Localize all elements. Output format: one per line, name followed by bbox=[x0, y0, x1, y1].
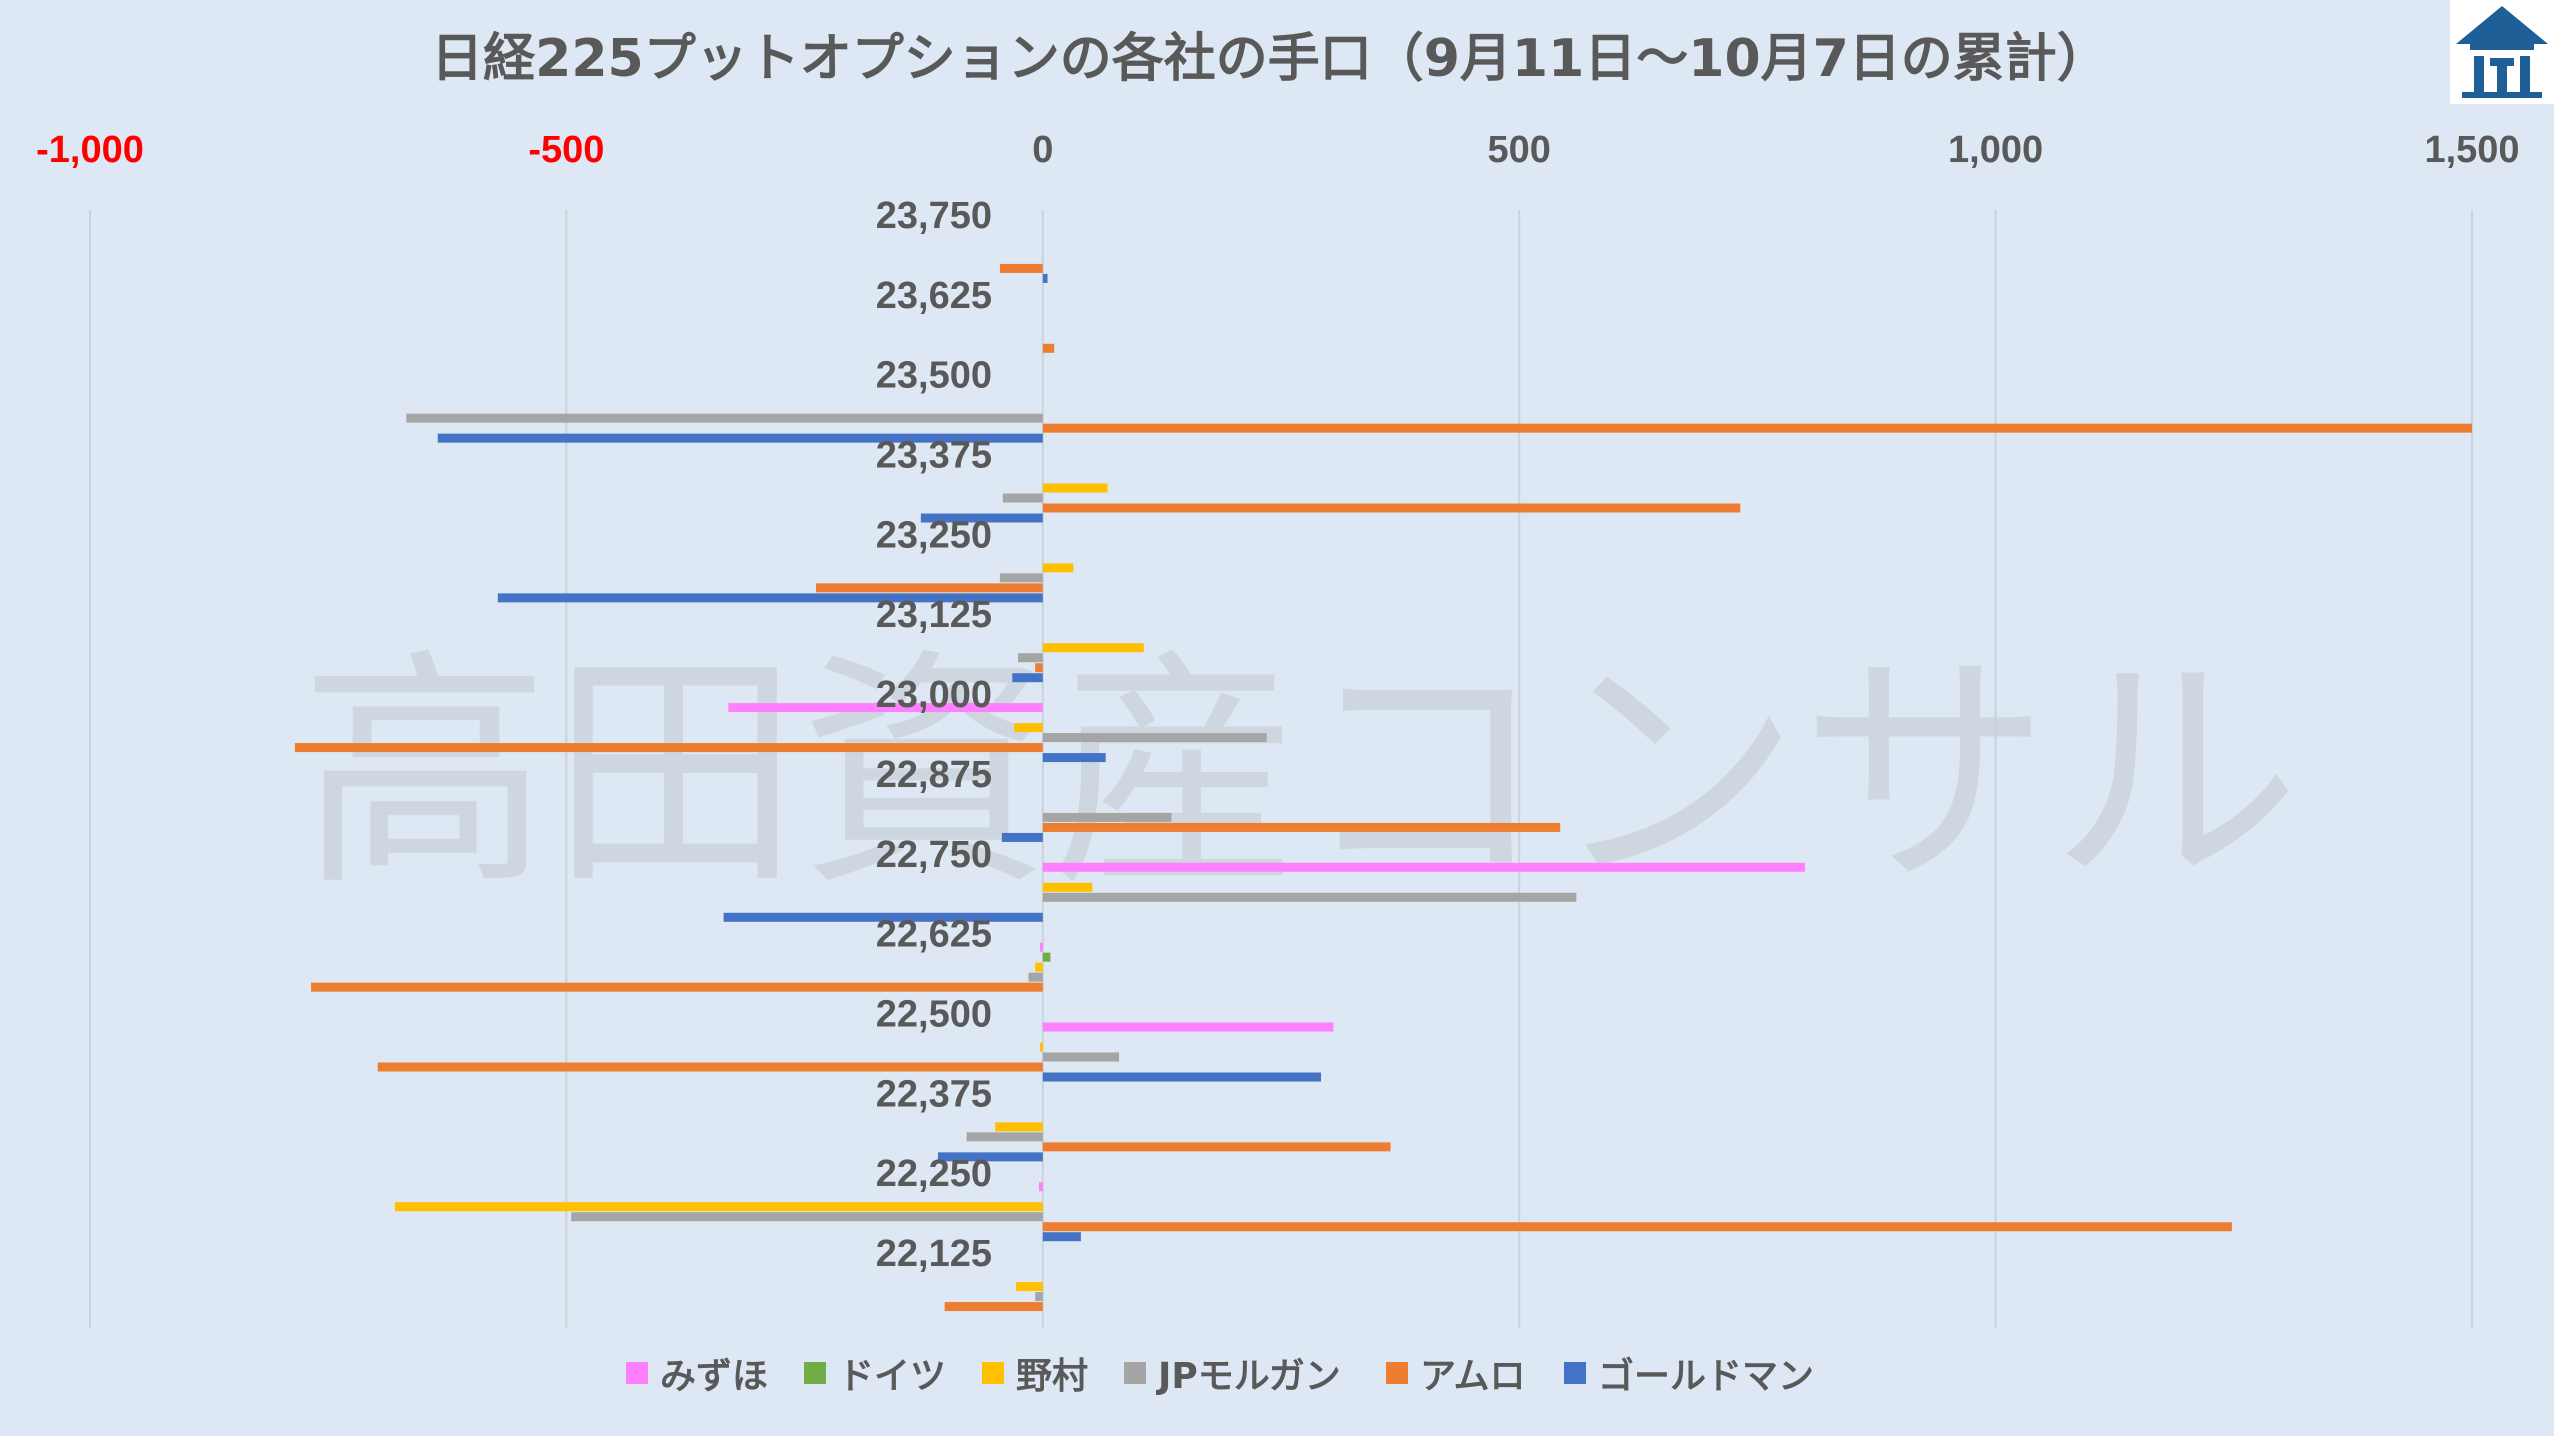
legend-swatch bbox=[626, 1362, 648, 1384]
bar bbox=[1018, 653, 1043, 663]
watermark: 高田資産コンサル bbox=[300, 628, 2300, 919]
category-label: 23,250 bbox=[876, 514, 992, 556]
category-label: 22,875 bbox=[876, 754, 992, 796]
category-label: 22,375 bbox=[876, 1073, 992, 1115]
legend-swatch bbox=[1564, 1362, 1586, 1384]
bar bbox=[966, 1132, 1043, 1142]
bar bbox=[1014, 723, 1043, 733]
legend: みずほ ドイツ 野村 JPモルガン アムロ ゴールドマン bbox=[626, 1355, 1814, 1397]
bar bbox=[1042, 862, 1806, 872]
bar bbox=[1042, 343, 1055, 353]
bar bbox=[723, 912, 1043, 922]
x-tick-label: 1,500 bbox=[2424, 129, 2519, 171]
x-tick-label: -500 bbox=[528, 129, 604, 171]
bar bbox=[1016, 1282, 1043, 1292]
gridlines bbox=[89, 210, 2473, 1328]
bar bbox=[1042, 1222, 2232, 1232]
bar bbox=[497, 593, 1043, 603]
x-tick-label: 500 bbox=[1487, 129, 1550, 171]
chart-title: 日経225プットオプションの各社の手口（9月11日〜10月7日の累計） bbox=[431, 29, 2109, 89]
bar bbox=[377, 1062, 1043, 1072]
category-label: 22,500 bbox=[876, 994, 992, 1036]
bar bbox=[1042, 1072, 1322, 1082]
bar bbox=[1042, 1052, 1120, 1062]
category-label: 22,125 bbox=[876, 1233, 992, 1275]
bar bbox=[1042, 1232, 1081, 1242]
legend-label: ドイツ bbox=[838, 1356, 946, 1397]
bar bbox=[937, 1152, 1043, 1162]
x-tick-label: -1,000 bbox=[36, 129, 144, 171]
legend-swatch bbox=[1124, 1362, 1146, 1384]
bar bbox=[1042, 503, 1741, 513]
category-label: 23,625 bbox=[876, 275, 992, 317]
house-icon bbox=[2456, 6, 2548, 98]
bar bbox=[1042, 1022, 1334, 1032]
bar bbox=[1042, 753, 1106, 763]
bar bbox=[728, 703, 1043, 713]
bar bbox=[1035, 663, 1043, 673]
category-label: 23,000 bbox=[876, 674, 992, 716]
bar bbox=[1042, 812, 1172, 822]
bar bbox=[1042, 882, 1093, 892]
bar bbox=[1042, 733, 1267, 743]
legend-label: JPモルガン bbox=[1155, 1356, 1341, 1397]
legend-label: アムロ bbox=[1420, 1356, 1525, 1397]
bar bbox=[1042, 563, 1074, 573]
legend-label: ゴールドマン bbox=[1598, 1355, 1814, 1397]
category-label: 22,750 bbox=[876, 834, 992, 876]
bar bbox=[1035, 1292, 1043, 1302]
x-tick-label: 1,000 bbox=[1948, 129, 2043, 171]
category-label: 23,750 bbox=[876, 195, 992, 237]
legend-swatch bbox=[982, 1362, 1004, 1384]
bar bbox=[1028, 972, 1043, 982]
bar bbox=[920, 513, 1043, 523]
x-tick-label: 0 bbox=[1032, 129, 1053, 171]
bar bbox=[1042, 1142, 1391, 1152]
category-label: 23,375 bbox=[876, 435, 992, 477]
bar bbox=[1042, 483, 1108, 493]
bar bbox=[999, 573, 1043, 583]
bar bbox=[1042, 423, 2472, 433]
bar bbox=[999, 263, 1043, 273]
bar bbox=[1039, 1042, 1043, 1052]
x-axis-tick-labels: -1,000 -500 0 500 1,000 1,500 bbox=[36, 129, 2519, 171]
category-label: 22,625 bbox=[876, 914, 992, 956]
category-label: 22,250 bbox=[876, 1153, 992, 1195]
bar bbox=[944, 1302, 1043, 1312]
bar bbox=[816, 583, 1043, 593]
bar bbox=[437, 433, 1043, 443]
company-logo bbox=[2450, 0, 2554, 104]
legend-swatch bbox=[804, 1362, 826, 1384]
bar bbox=[1042, 952, 1051, 962]
bar bbox=[1039, 942, 1043, 952]
bar bbox=[1038, 1182, 1043, 1192]
bar bbox=[1042, 822, 1561, 832]
bar bbox=[1042, 643, 1144, 653]
category-label: 23,500 bbox=[876, 355, 992, 397]
legend-swatch bbox=[1386, 1362, 1408, 1384]
y-axis-category-labels: 23,750 23,625 23,500 23,375 23,250 23,125 23,0… bbox=[876, 195, 992, 1275]
bar bbox=[406, 413, 1043, 423]
bars bbox=[294, 263, 2472, 1312]
bar bbox=[1002, 493, 1043, 503]
legend-label: 野村 bbox=[1016, 1356, 1088, 1397]
bar bbox=[394, 1202, 1043, 1212]
bar bbox=[1035, 962, 1043, 972]
category-label: 23,125 bbox=[876, 594, 992, 636]
bar bbox=[294, 743, 1043, 753]
bar bbox=[1001, 832, 1043, 842]
bar bbox=[1012, 673, 1043, 683]
bar bbox=[311, 982, 1043, 992]
bar bbox=[995, 1122, 1043, 1132]
bar bbox=[1042, 892, 1577, 902]
bar bbox=[571, 1212, 1043, 1222]
legend-label: みずほ bbox=[660, 1356, 768, 1397]
bar bbox=[1042, 273, 1048, 283]
